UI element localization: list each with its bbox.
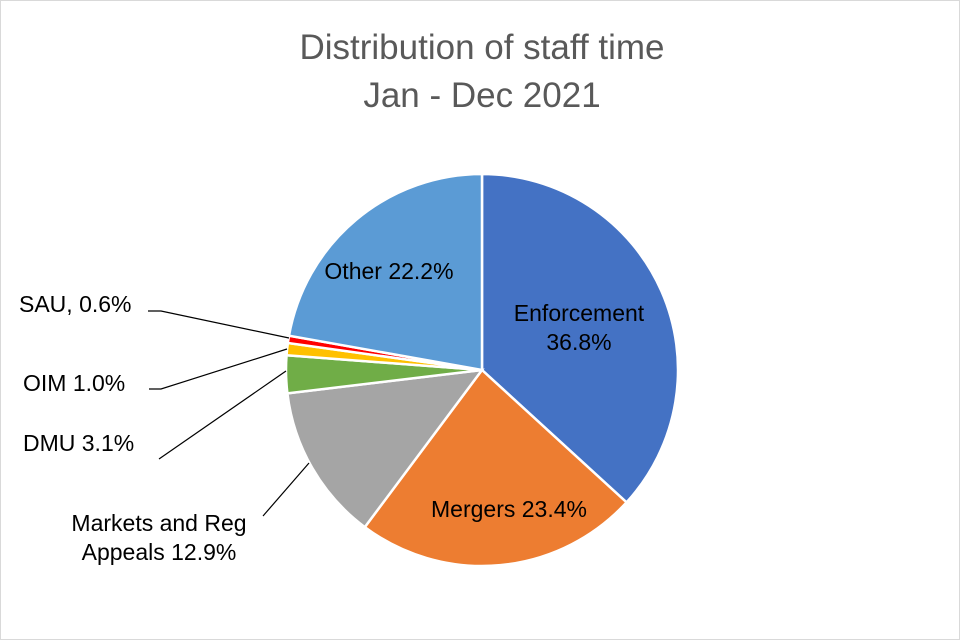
data-label-oim: OIM 1.0%	[23, 370, 125, 396]
leader-line-sau	[148, 310, 290, 339]
data-label-line: OIM 1.0%	[23, 370, 125, 396]
leader-line-markets-and-reg-appeals	[262, 462, 310, 517]
data-label-line: SAU, 0.6%	[19, 291, 132, 317]
pie-slice-other	[287, 172, 484, 372]
data-label-other: Other 22.2%	[324, 258, 453, 284]
data-label-dmu: DMU 3.1%	[23, 430, 134, 456]
data-label-line: Mergers 23.4%	[431, 496, 587, 522]
data-label-line: 36.8%	[546, 329, 611, 355]
pie-slice-markets-and-reg-appeals	[286, 368, 485, 529]
data-label-sau: SAU, 0.6%	[19, 291, 132, 317]
pie-slice-enforcement	[480, 172, 680, 505]
data-label-line: Markets and Reg	[71, 510, 246, 536]
pie-slice-mergers	[363, 368, 629, 568]
chart-title-line-2: Jan - Dec 2021	[363, 76, 600, 115]
leader-line-oim	[149, 348, 288, 390]
pie-slices	[284, 172, 680, 568]
leader-lines	[148, 310, 310, 517]
data-label-line: Enforcement	[514, 300, 645, 326]
data-label-markets-and-reg-appeals: Markets and Reg Appeals 12.9%	[71, 510, 246, 565]
data-label-mergers: Mergers 23.4%	[431, 496, 587, 522]
leader-line-dmu	[158, 370, 287, 460]
data-label-line: Appeals 12.9%	[82, 539, 237, 565]
data-label-line: Other 22.2%	[324, 258, 453, 284]
data-label-enforcement: Enforcement 36.8%	[514, 300, 645, 355]
slice-labels: Enforcement 36.8% Mergers 23.4% Markets and…	[19, 258, 645, 565]
data-label-line: DMU 3.1%	[23, 430, 134, 456]
chart-title-line-1: Distribution of staff time	[299, 28, 664, 67]
